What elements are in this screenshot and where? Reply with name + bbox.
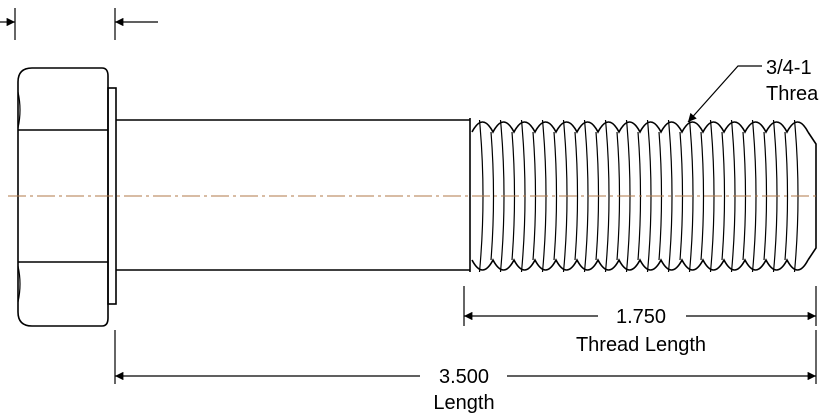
thread-root-line	[784, 131, 789, 261]
bolt-head	[17, 67, 117, 327]
thread-crest-line	[583, 119, 589, 273]
thread-root-line	[721, 131, 726, 261]
overall-length-label: Length	[433, 392, 494, 414]
thread-root-line	[574, 131, 579, 261]
thread-root-line	[490, 131, 495, 261]
thread-callout: 3/4-1 Threa	[687, 57, 819, 123]
overall-length-dimension: 3.500 Length	[114, 330, 817, 414]
thread-top-profile	[471, 121, 809, 134]
thread-length-value: 1.750	[616, 306, 666, 328]
bolt-shank	[116, 118, 471, 272]
thread-length-dimension: 1.750 Thread Length	[463, 286, 817, 356]
thread-callout-line2: Threa	[766, 83, 819, 105]
thread-root-line	[553, 131, 558, 261]
thread-crest-line	[667, 119, 673, 273]
thread-callout-line1: 3/4-1	[766, 57, 812, 79]
thread-length-label: Thread Length	[576, 334, 706, 356]
overall-length-value: 3.500	[439, 366, 489, 388]
thread-bottom-profile	[471, 258, 809, 271]
thread-crest-line	[604, 119, 610, 273]
thread-root-line	[700, 131, 705, 261]
head-width-dimension	[0, 8, 158, 40]
